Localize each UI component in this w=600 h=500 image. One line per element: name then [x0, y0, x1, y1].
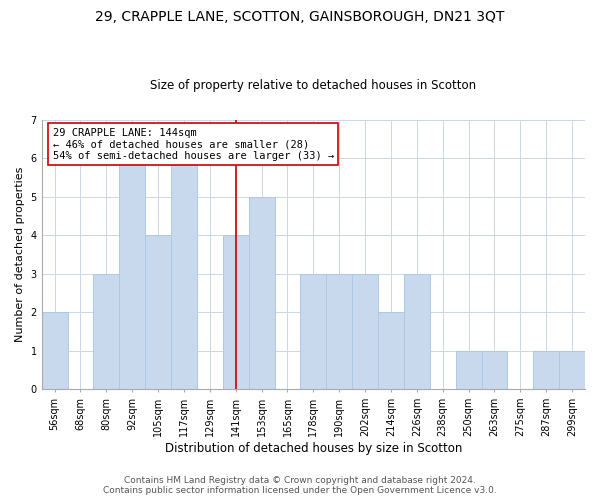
Bar [559, 351, 585, 390]
Bar [301, 274, 326, 390]
Bar [404, 274, 430, 390]
Bar [41, 312, 68, 390]
Bar [248, 196, 275, 390]
Bar [326, 274, 352, 390]
Bar [482, 351, 508, 390]
Bar [94, 274, 119, 390]
Bar [223, 235, 248, 390]
Text: 29 CRAPPLE LANE: 144sqm
← 46% of detached houses are smaller (28)
54% of semi-de: 29 CRAPPLE LANE: 144sqm ← 46% of detache… [53, 128, 334, 161]
Bar [455, 351, 482, 390]
Bar [119, 158, 145, 390]
Bar [171, 158, 197, 390]
Title: Size of property relative to detached houses in Scotton: Size of property relative to detached ho… [150, 79, 476, 92]
Text: Contains HM Land Registry data © Crown copyright and database right 2024.
Contai: Contains HM Land Registry data © Crown c… [103, 476, 497, 495]
X-axis label: Distribution of detached houses by size in Scotton: Distribution of detached houses by size … [164, 442, 462, 455]
Text: 29, CRAPPLE LANE, SCOTTON, GAINSBOROUGH, DN21 3QT: 29, CRAPPLE LANE, SCOTTON, GAINSBOROUGH,… [95, 10, 505, 24]
Y-axis label: Number of detached properties: Number of detached properties [15, 166, 25, 342]
Bar [533, 351, 559, 390]
Bar [378, 312, 404, 390]
Bar [145, 235, 171, 390]
Bar [352, 274, 378, 390]
